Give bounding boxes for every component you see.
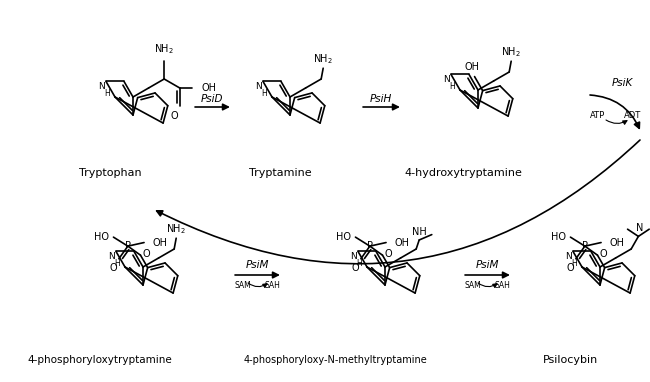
Text: N: N [566, 253, 572, 261]
Text: H: H [449, 83, 455, 91]
Text: O: O [109, 263, 117, 273]
Text: SAM: SAM [465, 280, 482, 290]
Text: Psilocybin: Psilocybin [542, 355, 597, 365]
Text: OH: OH [394, 238, 409, 248]
Text: O: O [351, 263, 359, 273]
Text: N: N [255, 83, 262, 91]
Text: H: H [104, 89, 110, 99]
Text: N: N [109, 253, 115, 261]
Text: HO: HO [337, 232, 352, 242]
Text: OH: OH [609, 238, 624, 248]
Text: PsiK: PsiK [612, 78, 632, 88]
Text: P: P [367, 241, 373, 251]
Text: OH: OH [152, 238, 167, 248]
Text: OH: OH [464, 62, 479, 71]
Text: O: O [142, 249, 150, 259]
Text: ADT: ADT [625, 110, 642, 120]
Text: PsiM: PsiM [245, 260, 268, 270]
Text: SAH: SAH [264, 280, 280, 290]
Text: P: P [582, 241, 588, 251]
Text: NH$_2$: NH$_2$ [154, 42, 174, 56]
Text: 4-phosphoryloxy-N-methyltryptamine: 4-phosphoryloxy-N-methyltryptamine [243, 355, 427, 365]
Text: H: H [571, 259, 577, 269]
Text: SAM: SAM [235, 280, 252, 290]
Text: NH: NH [412, 227, 426, 237]
Text: O: O [384, 249, 392, 259]
Text: N: N [98, 83, 105, 91]
Text: NH$_2$: NH$_2$ [166, 223, 186, 236]
Text: N: N [636, 223, 644, 233]
Text: H: H [114, 259, 120, 269]
Text: O: O [170, 111, 177, 121]
Text: NH$_2$: NH$_2$ [501, 45, 521, 59]
Text: PsiD: PsiD [201, 94, 223, 104]
Text: Tryptophan: Tryptophan [79, 168, 141, 178]
Text: ATP: ATP [590, 110, 606, 120]
Text: 4-hydroxytryptamine: 4-hydroxytryptamine [404, 168, 522, 178]
Text: O: O [566, 263, 574, 273]
Text: H: H [356, 259, 362, 269]
Text: HO: HO [551, 232, 566, 242]
Text: PsiM: PsiM [475, 260, 499, 270]
Text: HO: HO [94, 232, 109, 242]
Text: N: N [443, 75, 450, 84]
Text: NH$_2$: NH$_2$ [313, 53, 333, 66]
Text: OH: OH [202, 83, 216, 93]
Text: PsiH: PsiH [370, 94, 392, 104]
Text: 4-phosphoryloxytryptamine: 4-phosphoryloxytryptamine [27, 355, 172, 365]
Text: SAH: SAH [494, 280, 510, 290]
Text: H: H [261, 89, 267, 99]
Text: Tryptamine: Tryptamine [249, 168, 311, 178]
Text: P: P [125, 241, 131, 251]
Text: O: O [599, 249, 607, 259]
Text: N: N [350, 253, 357, 261]
